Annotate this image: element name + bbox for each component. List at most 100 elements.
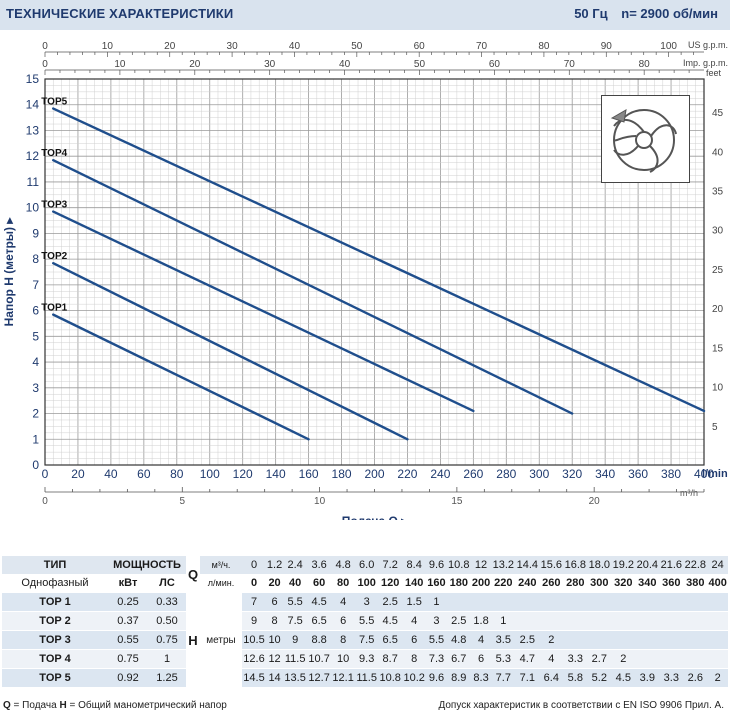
usgpm-tick-label: 80 bbox=[538, 41, 550, 52]
head-value: 5.3 bbox=[491, 649, 516, 669]
grid bbox=[44, 78, 705, 466]
head-value: 3 bbox=[355, 592, 379, 612]
power-kw: 0.25 bbox=[108, 592, 148, 612]
footer-h-text: = Общий манометрический напор bbox=[66, 700, 227, 711]
x-tick-label: 260 bbox=[463, 467, 483, 481]
head-value: 10.5 bbox=[242, 630, 266, 650]
head-value: 7.5 bbox=[355, 630, 379, 650]
head-value bbox=[470, 592, 492, 612]
head-value: 4.5 bbox=[307, 592, 332, 612]
q-lmin-value: 260 bbox=[539, 574, 564, 593]
head-value: 8.3 bbox=[470, 668, 492, 687]
head-value: 8.7 bbox=[378, 649, 403, 669]
q-m3h-value: 15.6 bbox=[539, 556, 564, 574]
impgpm-tick-label: 20 bbox=[189, 59, 201, 70]
x-tick-label: 240 bbox=[430, 467, 450, 481]
head-value bbox=[515, 592, 540, 612]
series-line-top1 bbox=[52, 313, 310, 441]
q-lmin-value: 280 bbox=[563, 574, 588, 593]
impgpm-tick-label: 50 bbox=[414, 59, 426, 70]
q-m3h-value: 8.4 bbox=[402, 556, 427, 574]
head-value: 4.5 bbox=[611, 668, 636, 687]
x-tick-label: 160 bbox=[299, 467, 319, 481]
q-lmin-value: 400 bbox=[707, 574, 728, 593]
usgpm-tick-label: 100 bbox=[660, 41, 677, 52]
head-value: 2.5 bbox=[446, 611, 471, 631]
head-value: 11.5 bbox=[355, 668, 379, 687]
series-line-top2 bbox=[52, 262, 409, 441]
series-label-top4: TOP4 bbox=[41, 148, 67, 159]
head-value: 12.7 bbox=[307, 668, 332, 687]
head-value: 3 bbox=[426, 611, 447, 631]
feet-tick-label: 20 bbox=[712, 304, 724, 315]
col-type-header: ТИП bbox=[2, 556, 108, 574]
usgpm-tick-label: 60 bbox=[414, 41, 426, 52]
q-m3h-value: 7.2 bbox=[378, 556, 403, 574]
speed-label: n= 2900 об/мин bbox=[621, 6, 718, 21]
feet-tick-label: 15 bbox=[712, 343, 724, 354]
head-value bbox=[587, 611, 612, 631]
head-value: 9 bbox=[242, 611, 266, 631]
x-tick-label: 80 bbox=[170, 467, 184, 481]
head-value bbox=[446, 592, 471, 612]
q-lmin-value: 240 bbox=[515, 574, 540, 593]
head-value: 2 bbox=[707, 668, 728, 687]
power-hp: 0.50 bbox=[148, 611, 186, 631]
series-label-top2: TOP2 bbox=[41, 251, 67, 262]
power-hp: 1 bbox=[148, 649, 186, 669]
head-value: 6.4 bbox=[539, 668, 564, 687]
h-label: H bbox=[186, 592, 200, 687]
head-value: 5.5 bbox=[355, 611, 379, 631]
q-m3h-value: 14.4 bbox=[515, 556, 540, 574]
table-row: TOP 4 0.75 1 12.6 12 11.5 10.7 10 9.3 8.7 8 7.3 6.7 6… bbox=[2, 649, 728, 669]
series-line-top3 bbox=[52, 210, 475, 413]
head-value: 12.1 bbox=[331, 668, 356, 687]
x-tick-label: 280 bbox=[496, 467, 516, 481]
impgpm-tick-label: 30 bbox=[264, 59, 276, 70]
x-tick-label: 300 bbox=[529, 467, 549, 481]
x-tick-label: 40 bbox=[104, 467, 118, 481]
series-line-top4 bbox=[52, 159, 574, 415]
head-value bbox=[635, 592, 660, 612]
footer-h-abbr: H bbox=[59, 700, 67, 711]
y-tick-label: 3 bbox=[32, 381, 39, 395]
head-value: 12.6 bbox=[242, 649, 266, 669]
q-m3h-value: 21.6 bbox=[659, 556, 684, 574]
head-value: 6.7 bbox=[446, 649, 471, 669]
q-m3h-value: 6.0 bbox=[355, 556, 379, 574]
y-tick-label: 15 bbox=[26, 72, 40, 86]
q-lmin-value: 0 bbox=[242, 574, 266, 593]
head-value: 6 bbox=[266, 592, 284, 612]
q-m3h-value: 24 bbox=[707, 556, 728, 574]
q-lmin-value: 340 bbox=[635, 574, 660, 593]
model-name: TOP 5 bbox=[2, 668, 108, 687]
head-value bbox=[683, 649, 708, 669]
q-m3h-value: 3.6 bbox=[307, 556, 332, 574]
q-m3h-value: 18.0 bbox=[587, 556, 612, 574]
head-value bbox=[635, 611, 660, 631]
usgpm-tick-label: 0 bbox=[42, 41, 48, 52]
frequency-label: 50 Гц bbox=[574, 6, 608, 21]
m3h-tick-label: 10 bbox=[314, 496, 326, 507]
power-kw: 0.92 bbox=[108, 668, 148, 687]
head-value: 4 bbox=[470, 630, 492, 650]
impeller-icon bbox=[601, 95, 690, 183]
model-name: TOP 2 bbox=[2, 611, 108, 631]
kw-subheader: кВт bbox=[108, 574, 148, 593]
head-value: 7 bbox=[242, 592, 266, 612]
q-lmin-value: 20 bbox=[266, 574, 284, 593]
head-value: 9.6 bbox=[426, 668, 447, 687]
series-line-top5 bbox=[52, 107, 706, 413]
head-value: 4.7 bbox=[515, 649, 540, 669]
usgpm-tick-label: 40 bbox=[289, 41, 301, 52]
q-m3h-value: 1.2 bbox=[266, 556, 284, 574]
head-value bbox=[563, 592, 588, 612]
head-value: 5.5 bbox=[426, 630, 447, 650]
head-value: 8.9 bbox=[446, 668, 471, 687]
m3h-tick-label: 0 bbox=[42, 496, 48, 507]
head-value: 3.9 bbox=[635, 668, 660, 687]
q-lmin-value: 160 bbox=[426, 574, 447, 593]
head-value: 2.5 bbox=[515, 630, 540, 650]
